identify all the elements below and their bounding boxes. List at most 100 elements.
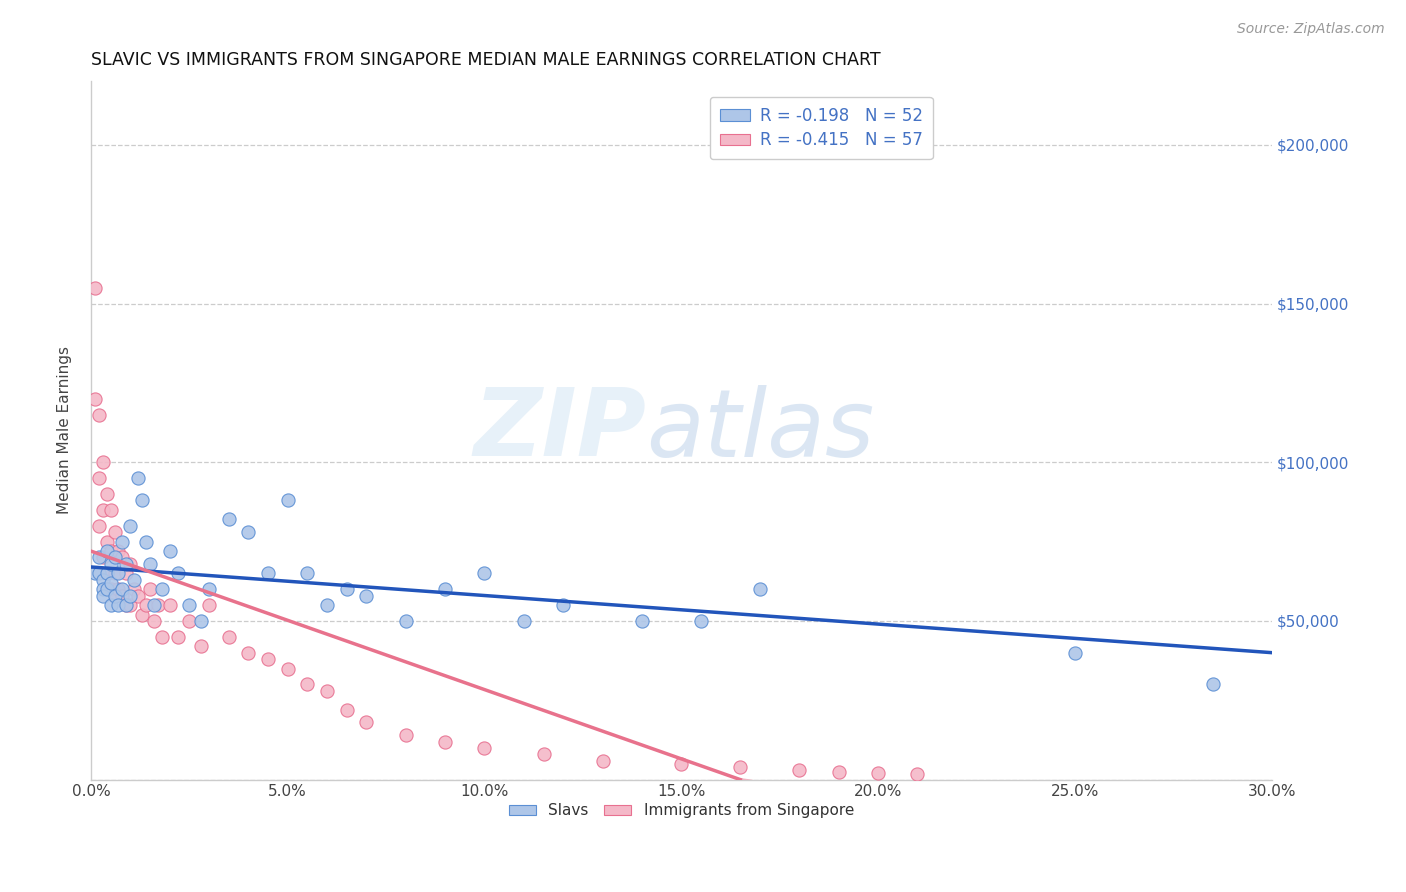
Point xyxy=(218,512,240,526)
Point xyxy=(142,614,165,628)
Point xyxy=(122,582,145,597)
Point xyxy=(107,566,129,581)
Point xyxy=(100,557,122,571)
Point xyxy=(91,589,114,603)
Point xyxy=(100,503,122,517)
Point xyxy=(474,740,496,755)
Point xyxy=(91,455,114,469)
Point xyxy=(103,589,125,603)
Point xyxy=(434,734,457,748)
Point xyxy=(198,598,221,612)
Point xyxy=(198,582,221,597)
Point xyxy=(905,767,928,781)
Point xyxy=(96,566,118,581)
Point xyxy=(111,534,134,549)
Point xyxy=(96,487,118,501)
Point xyxy=(127,589,149,603)
Point xyxy=(730,760,752,774)
Point xyxy=(316,683,339,698)
Point xyxy=(122,573,145,587)
Point xyxy=(159,544,181,558)
Point xyxy=(96,566,118,581)
Point xyxy=(120,518,142,533)
Point xyxy=(103,589,125,603)
Point xyxy=(297,566,319,581)
Point xyxy=(103,550,125,565)
Point xyxy=(115,557,138,571)
Point xyxy=(87,471,110,485)
Point xyxy=(356,589,378,603)
Point xyxy=(91,573,114,587)
Point xyxy=(789,763,811,777)
Point xyxy=(135,534,157,549)
Point xyxy=(115,598,138,612)
Point xyxy=(166,566,188,581)
Point xyxy=(83,392,105,406)
Point xyxy=(150,582,173,597)
Legend: Slavs, Immigrants from Singapore: Slavs, Immigrants from Singapore xyxy=(502,797,860,824)
Point xyxy=(356,715,378,730)
Point xyxy=(513,614,536,628)
Point xyxy=(120,557,142,571)
Point xyxy=(631,614,654,628)
Point xyxy=(238,524,260,539)
Point xyxy=(146,598,169,612)
Point xyxy=(690,614,713,628)
Point xyxy=(107,598,129,612)
Point xyxy=(671,756,693,771)
Point xyxy=(91,503,114,517)
Text: Source: ZipAtlas.com: Source: ZipAtlas.com xyxy=(1237,22,1385,37)
Point xyxy=(131,493,153,508)
Point xyxy=(115,598,138,612)
Point xyxy=(91,582,114,597)
Point xyxy=(553,598,575,612)
Text: atlas: atlas xyxy=(645,385,875,476)
Text: ZIP: ZIP xyxy=(472,384,645,476)
Point xyxy=(87,408,110,422)
Point xyxy=(139,557,162,571)
Point xyxy=(190,614,212,628)
Point xyxy=(100,544,122,558)
Point xyxy=(100,575,122,590)
Point xyxy=(127,471,149,485)
Point xyxy=(336,703,359,717)
Point xyxy=(120,598,142,612)
Point xyxy=(749,582,772,597)
Point xyxy=(159,598,181,612)
Point xyxy=(474,566,496,581)
Point xyxy=(179,614,201,628)
Point xyxy=(395,728,418,742)
Point xyxy=(257,652,280,666)
Point xyxy=(87,550,110,565)
Point xyxy=(533,747,555,762)
Point xyxy=(257,566,280,581)
Point xyxy=(866,766,889,780)
Point xyxy=(1063,646,1085,660)
Y-axis label: Median Male Earnings: Median Male Earnings xyxy=(58,346,72,515)
Point xyxy=(100,598,122,612)
Point xyxy=(297,677,319,691)
Point xyxy=(103,566,125,581)
Point xyxy=(111,589,134,603)
Point xyxy=(83,566,105,581)
Point xyxy=(131,607,153,622)
Point xyxy=(87,518,110,533)
Point xyxy=(218,630,240,644)
Point xyxy=(96,544,118,558)
Point xyxy=(142,598,165,612)
Point xyxy=(87,566,110,581)
Point xyxy=(166,630,188,644)
Point xyxy=(96,534,118,549)
Point xyxy=(434,582,457,597)
Point xyxy=(111,550,134,565)
Text: SLAVIC VS IMMIGRANTS FROM SINGAPORE MEDIAN MALE EARNINGS CORRELATION CHART: SLAVIC VS IMMIGRANTS FROM SINGAPORE MEDI… xyxy=(91,51,880,69)
Point xyxy=(592,754,614,768)
Point xyxy=(336,582,359,597)
Point xyxy=(107,582,129,597)
Point xyxy=(111,582,134,597)
Point xyxy=(277,493,299,508)
Point xyxy=(103,524,125,539)
Point xyxy=(395,614,418,628)
Point xyxy=(83,280,105,294)
Point xyxy=(150,630,173,644)
